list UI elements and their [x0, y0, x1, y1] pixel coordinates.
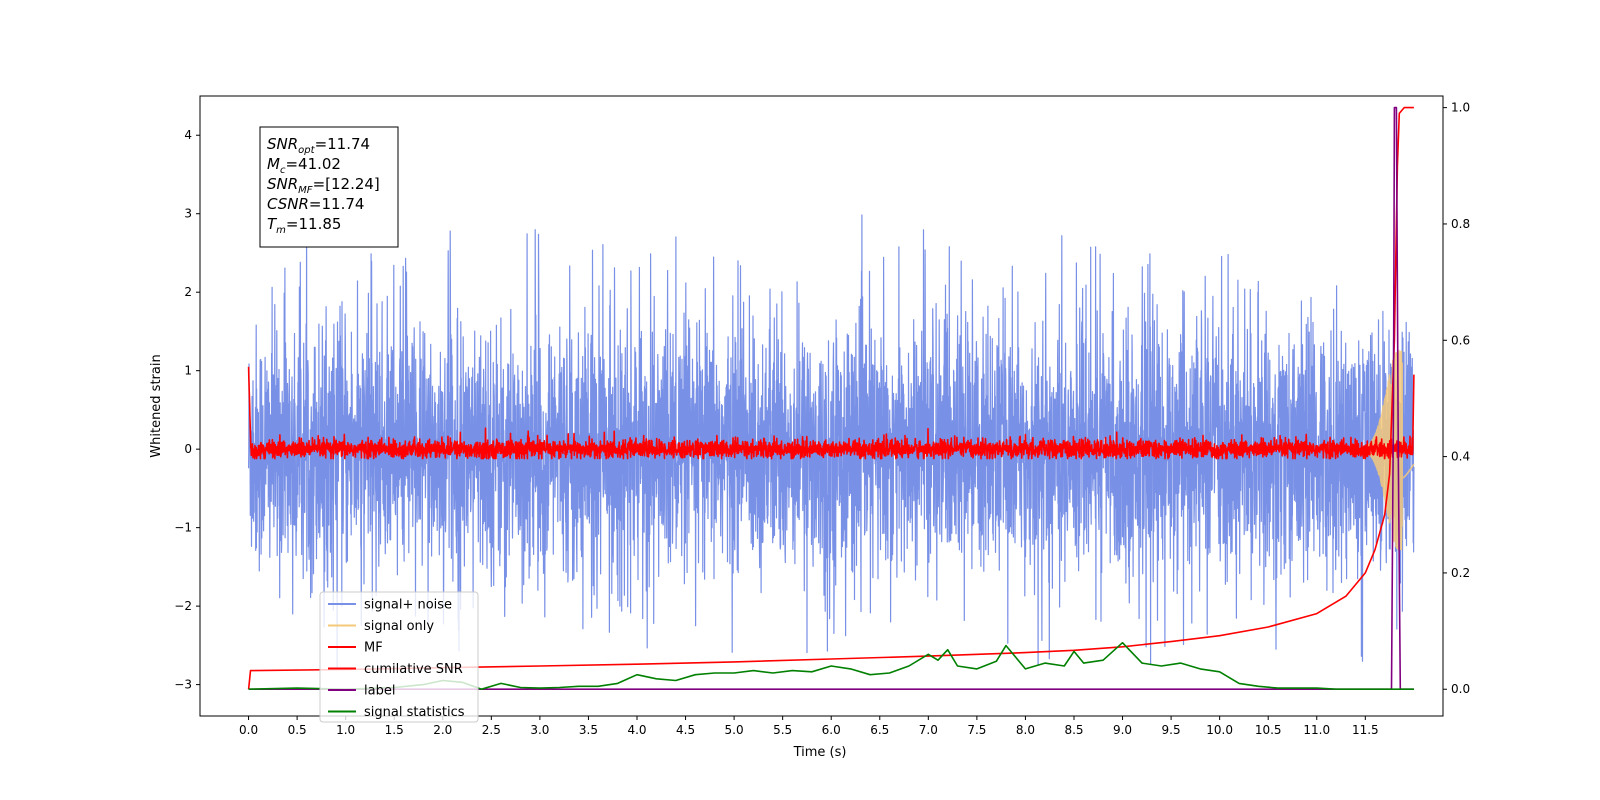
- x-tick-label: 11.5: [1352, 723, 1379, 737]
- x-tick-label: 9.0: [1113, 723, 1132, 737]
- annotation-line: Mc=41.02: [267, 155, 341, 176]
- annotation-frame: [259, 126, 399, 248]
- legend-label: cumilative SNR: [364, 662, 463, 677]
- x-tick-label: 4.0: [627, 723, 646, 737]
- series-signal-noise: [248, 214, 1415, 668]
- legend-label: label: [364, 684, 395, 699]
- x-tick-label: 3.0: [530, 723, 549, 737]
- legend-label: signal only: [364, 619, 434, 634]
- y2-tick-label: 0.2: [1451, 566, 1470, 580]
- legend: signal+ noise signal only MF cumilative SNR…: [319, 591, 479, 723]
- x-tick-label: 1.0: [336, 723, 355, 737]
- legend-label: MF: [364, 641, 383, 656]
- y2-tick-label: 0.8: [1451, 217, 1470, 231]
- y2-tick-label: 0.4: [1451, 450, 1470, 464]
- x-tick-label: 5.5: [773, 723, 792, 737]
- x-tick-label: 6.0: [822, 723, 841, 737]
- y2-tick-label: 0.6: [1451, 333, 1470, 347]
- x-tick-label: 6.5: [870, 723, 889, 737]
- series-signal-statistics: [248, 641, 1414, 690]
- x-tick-label: 4.5: [676, 723, 695, 737]
- y-tick-label: 3: [184, 207, 192, 221]
- x-tick-label: 2.0: [433, 723, 452, 737]
- annotation-line: SNRMF=[12.24]: [267, 175, 380, 196]
- x-tick-label: 2.5: [482, 723, 501, 737]
- x-axis-label: Time (s): [793, 745, 847, 760]
- y-tick-label: −2: [174, 599, 192, 613]
- y-tick-label: 4: [184, 128, 192, 142]
- legend-label: signal statistics: [364, 705, 465, 720]
- y-tick-label: 0: [184, 442, 192, 456]
- y-tick-label: −3: [174, 678, 192, 692]
- annotation-line: Tm=11.85: [267, 215, 341, 236]
- annotation-line: CSNR=11.74: [267, 195, 364, 213]
- x-tick-label: 11.0: [1303, 723, 1330, 737]
- annotation-line: SNRopt=11.74: [267, 135, 370, 156]
- series-mf: [247, 366, 1415, 460]
- legend-label: signal+ noise: [364, 598, 452, 613]
- x-tick-label: 9.5: [1162, 723, 1181, 737]
- x-tick-label: 8.5: [1064, 723, 1083, 737]
- y-tick-label: 1: [184, 364, 192, 378]
- y2-tick-label: 1.0: [1451, 101, 1470, 115]
- y-tick-label: −1: [174, 521, 192, 535]
- y2-tick-label: 0.0: [1451, 682, 1470, 696]
- x-tick-label: 1.5: [385, 723, 404, 737]
- x-tick-label: 10.5: [1255, 723, 1282, 737]
- x-tick-label: 5.0: [725, 723, 744, 737]
- plot-frame: [199, 95, 1444, 717]
- x-tick-label: 7.0: [919, 723, 938, 737]
- axes-layer: 0.0 0.5 1.0 1.5 2.0 2.5 3.0 3.5 4.0 4.5 5.0 5.5 6.0 6…: [174, 101, 1470, 737]
- legend-frame: [319, 591, 479, 723]
- x-tick-label: 7.5: [967, 723, 986, 737]
- x-tick-label: 0.0: [239, 723, 258, 737]
- annotation-box: SNRopt=11.74Mc=41.02SNRMF=[12.24]CSNR=11…: [259, 126, 399, 248]
- y-axis-label: Whitened strain: [149, 354, 164, 457]
- x-tick-label: 0.5: [288, 723, 307, 737]
- y-tick-label: 2: [184, 285, 192, 299]
- x-tick-label: 8.0: [1016, 723, 1035, 737]
- x-tick-label: 3.5: [579, 723, 598, 737]
- x-tick-label: 10.0: [1206, 723, 1233, 737]
